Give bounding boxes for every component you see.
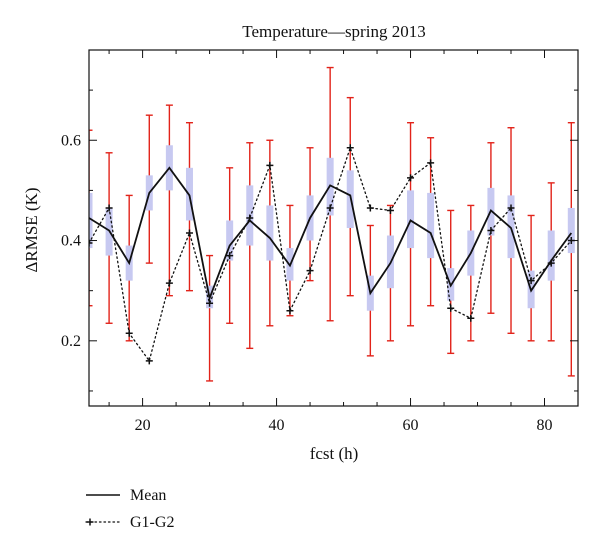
- series-g1g2-point: [386, 206, 394, 214]
- series-g1g2-point: [547, 259, 555, 267]
- series-g1g2-point: [206, 299, 214, 307]
- series-g1g2-point: [165, 279, 173, 287]
- series-g1g2-point: [346, 144, 354, 152]
- box-iqr: [89, 192, 93, 249]
- series-g1g2-point: [266, 161, 274, 169]
- x-axis-label: fcst (h): [310, 444, 359, 463]
- y-tick-label: 0.2: [61, 333, 81, 350]
- box-iqr: [266, 205, 274, 261]
- box-iqr: [407, 190, 415, 249]
- series-g1g2-point: [366, 204, 374, 212]
- series-g1g2-point: [306, 267, 314, 275]
- x-tick-label: 40: [269, 417, 285, 434]
- series-g1g2-point: [125, 329, 133, 337]
- plot-frame: [88, 49, 579, 407]
- series-g1g2-point: [447, 304, 455, 312]
- series-mean-line: [89, 166, 573, 302]
- chart-title: Temperature—spring 2013: [242, 22, 425, 41]
- series-g1g2-point: [226, 252, 234, 260]
- plot-area: 20 40 60 80 0.2 0.4 0.6: [61, 49, 579, 434]
- series-g1g2-point: [407, 174, 415, 182]
- box-iqr: [226, 220, 234, 261]
- series-g1g2-point: [507, 204, 515, 212]
- legend-mean-label: Mean: [130, 487, 166, 504]
- legend: Mean G1-G2: [85, 487, 174, 531]
- series-g1g2-point: [246, 214, 254, 222]
- y-tick-label: 0.6: [61, 132, 81, 149]
- box-iqr: [547, 230, 555, 281]
- series-g1g2-point: [487, 227, 495, 235]
- series-g1g2-point: [145, 357, 153, 365]
- y-axis-label: ΔRMSE (K): [22, 187, 41, 272]
- x-tick-label: 80: [537, 417, 553, 434]
- legend-g1g2-swatch: [85, 518, 121, 526]
- series-g1g2-point: [185, 229, 193, 237]
- x-tick-label: 60: [403, 417, 419, 434]
- box-iqr: [427, 192, 435, 259]
- box-iqr: [507, 195, 515, 259]
- legend-g1g2-marker: [86, 518, 94, 526]
- box-iqr: [567, 207, 575, 254]
- series-g1g2-point: [326, 204, 334, 212]
- series-g1g2-point: [427, 159, 435, 167]
- plot-content: [89, 66, 575, 382]
- axes-ticks: 20 40 60 80 0.2 0.4 0.6: [61, 50, 579, 434]
- series-g1g2-point: [89, 239, 93, 247]
- x-tick-label: 20: [135, 417, 151, 434]
- series-g1g2-point: [286, 307, 294, 315]
- y-tick-label: 0.4: [61, 233, 81, 250]
- series-g1g2-point: [105, 204, 113, 212]
- legend-g1g2-label: G1-G2: [130, 514, 174, 531]
- series-g1g2-point: [527, 277, 535, 285]
- series-g1g2-point: [467, 314, 475, 322]
